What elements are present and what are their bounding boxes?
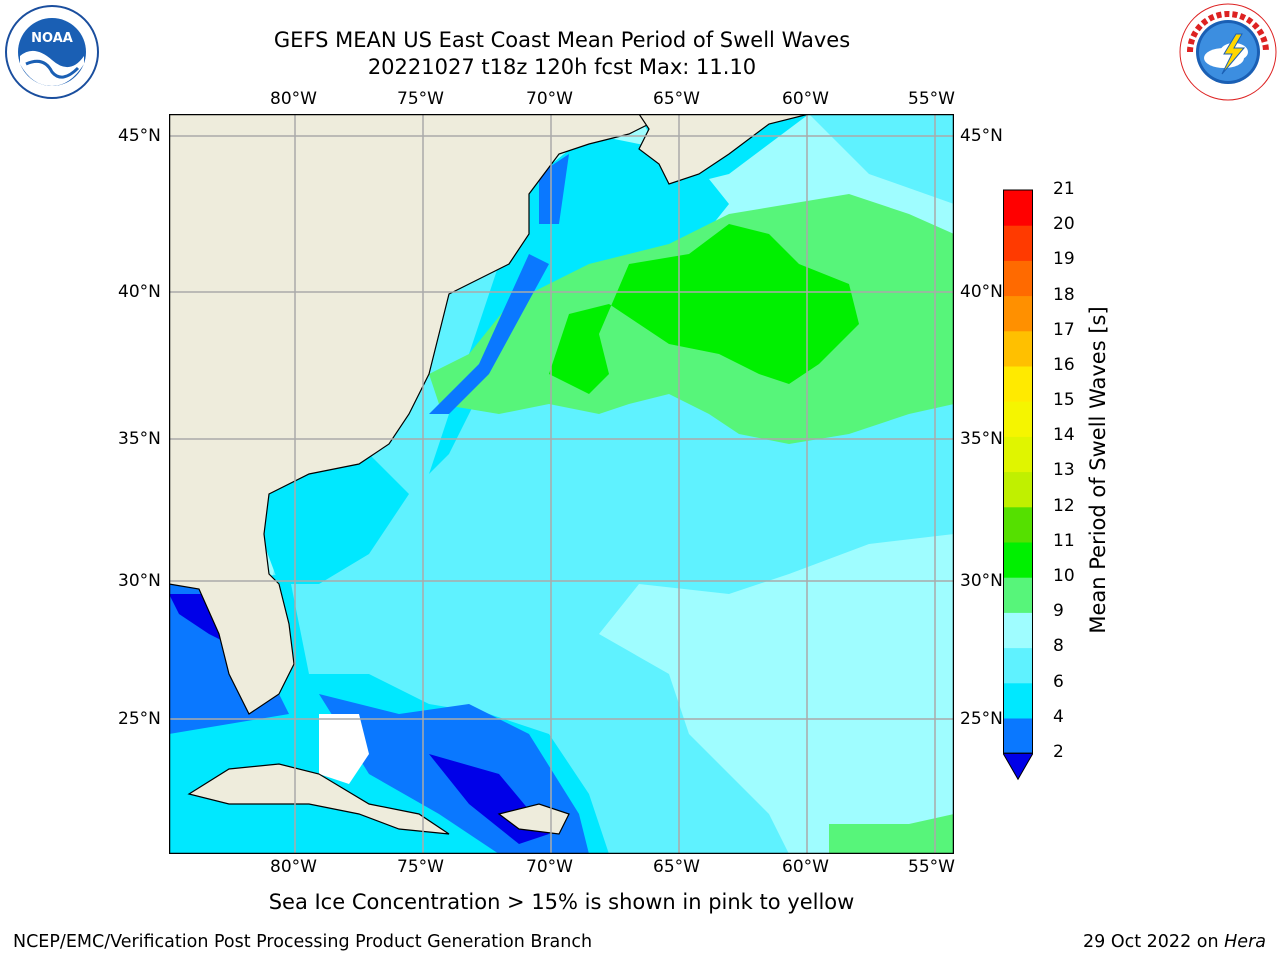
colorbar-tick-8: 8 — [1053, 636, 1064, 656]
colorbar-tick-14: 14 — [1053, 425, 1075, 445]
lon-label-bottom-55w: 55°W — [908, 857, 955, 877]
colorbar-segment-15-16 — [1003, 366, 1033, 402]
colorbar-tick-17: 17 — [1053, 320, 1075, 340]
lon-label-bottom-75w: 75°W — [397, 857, 444, 877]
colorbar-segment-11-12 — [1003, 506, 1033, 543]
colorbar-frame — [1003, 189, 1033, 754]
colorbar-segment-17-18 — [1003, 295, 1033, 332]
noaa-logo: NOAA — [5, 5, 99, 99]
land-north-america — [169, 114, 651, 715]
colorbar-tick-4: 4 — [1053, 707, 1064, 727]
colorbar-tick-21: 21 — [1053, 179, 1075, 199]
date-stamp: 29 Oct 2022 on Hera — [1083, 932, 1266, 952]
colorbar-segment-10-11 — [1003, 542, 1033, 578]
lon-label-top-80w: 80°W — [270, 89, 317, 109]
lat-label-left-40n: 40°N — [118, 282, 161, 302]
swell-region-4-6s-coast — [259, 454, 409, 584]
colorbar-tick-11: 11 — [1053, 531, 1075, 551]
lon-label-bottom-70w: 70°W — [526, 857, 573, 877]
lat-label-right-45n: 45°N — [960, 126, 1003, 146]
lat-label-right-25n: 25°N — [960, 709, 1003, 729]
map-title: GEFS MEAN US East Coast Mean Period of S… — [273, 28, 851, 52]
graticule — [169, 114, 954, 854]
lon-label-top-55w: 55°W — [908, 89, 955, 109]
colorbar-segment-13-14 — [1003, 436, 1033, 473]
colorbar-segment-14-15 — [1003, 401, 1033, 437]
lat-label-right-40n: 40°N — [960, 282, 1003, 302]
colorbar-tick-10: 10 — [1053, 566, 1075, 586]
colorbar-tick-20: 20 — [1053, 214, 1075, 234]
forecast-subtitle: 20221027 t18z 120h fcst Max: 11.10 — [367, 55, 757, 79]
colorbar-tick-6: 6 — [1053, 672, 1064, 692]
colorbar-segment-9-10 — [1003, 577, 1033, 613]
swell-region-2-4s-gom — [429, 254, 549, 414]
lon-label-bottom-80w: 80°W — [270, 857, 317, 877]
colorbar-tick-19: 19 — [1053, 249, 1075, 269]
lat-label-left-25n: 25°N — [118, 709, 161, 729]
colorbar-tick-15: 15 — [1053, 390, 1075, 410]
credit-text: NCEP/EMC/Verification Post Processing Pr… — [13, 932, 593, 952]
lon-label-bottom-60w: 60°W — [782, 857, 829, 877]
colorbar-tick-18: 18 — [1053, 285, 1075, 305]
lat-label-left-35n: 35°N — [118, 429, 161, 449]
swell-region-10-11s — [549, 224, 859, 394]
lat-label-left-45n: 45°N — [118, 126, 161, 146]
colorbar-segment-8-9 — [1003, 612, 1033, 649]
colorbar — [1003, 189, 1033, 781]
no-data-bahamas — [319, 714, 369, 784]
colorbar-title: Mean Period of Swell Waves [s] — [1086, 306, 1110, 634]
nws-logo — [1179, 3, 1277, 101]
colorbar-tick-2: 2 — [1053, 742, 1064, 762]
map-frame — [169, 114, 954, 854]
lon-label-top-65w: 65°W — [653, 89, 700, 109]
sea-ice-note: Sea Ice Concentration > 15% is shown in … — [268, 890, 855, 914]
colorbar-tick-16: 16 — [1053, 355, 1075, 375]
colorbar-under-triangle — [1003, 752, 1033, 781]
lat-label-right-35n: 35°N — [960, 429, 1003, 449]
colorbar-tick-13: 13 — [1053, 460, 1075, 480]
colorbar-segment-12-13 — [1003, 471, 1033, 508]
colorbar-tick-9: 9 — [1053, 601, 1064, 621]
colorbar-segment-16-17 — [1003, 330, 1033, 367]
land-cuba — [187, 763, 450, 835]
machine-name: Hera — [1224, 932, 1266, 952]
lon-label-top-75w: 75°W — [397, 89, 444, 109]
date-text: 29 Oct 2022 on — [1083, 932, 1225, 952]
lat-label-left-30n: 30°N — [118, 571, 161, 591]
colorbar-segment-20-21 — [1003, 190, 1033, 226]
land-nova-scotia — [638, 114, 810, 185]
swell-region-4-6s-north — [429, 134, 729, 474]
lat-label-right-30n: 30°N — [960, 571, 1003, 591]
lon-label-top-60w: 60°W — [782, 89, 829, 109]
lon-label-top-70w: 70°W — [526, 89, 573, 109]
lon-label-bottom-65w: 65°W — [653, 857, 700, 877]
colorbar-tick-12: 12 — [1053, 496, 1075, 516]
noaa-logo-text: NOAA — [31, 31, 73, 46]
colorbar-segment-19-20 — [1003, 225, 1033, 261]
swell-period-map — [169, 114, 954, 854]
colorbar-segment-4-6 — [1003, 682, 1033, 719]
colorbar-segment-18-19 — [1003, 260, 1033, 297]
colorbar-segment-2-4 — [1003, 718, 1033, 754]
swell-region-9-10s-patch — [829, 814, 954, 854]
colorbar-segment-6-8 — [1003, 647, 1033, 684]
